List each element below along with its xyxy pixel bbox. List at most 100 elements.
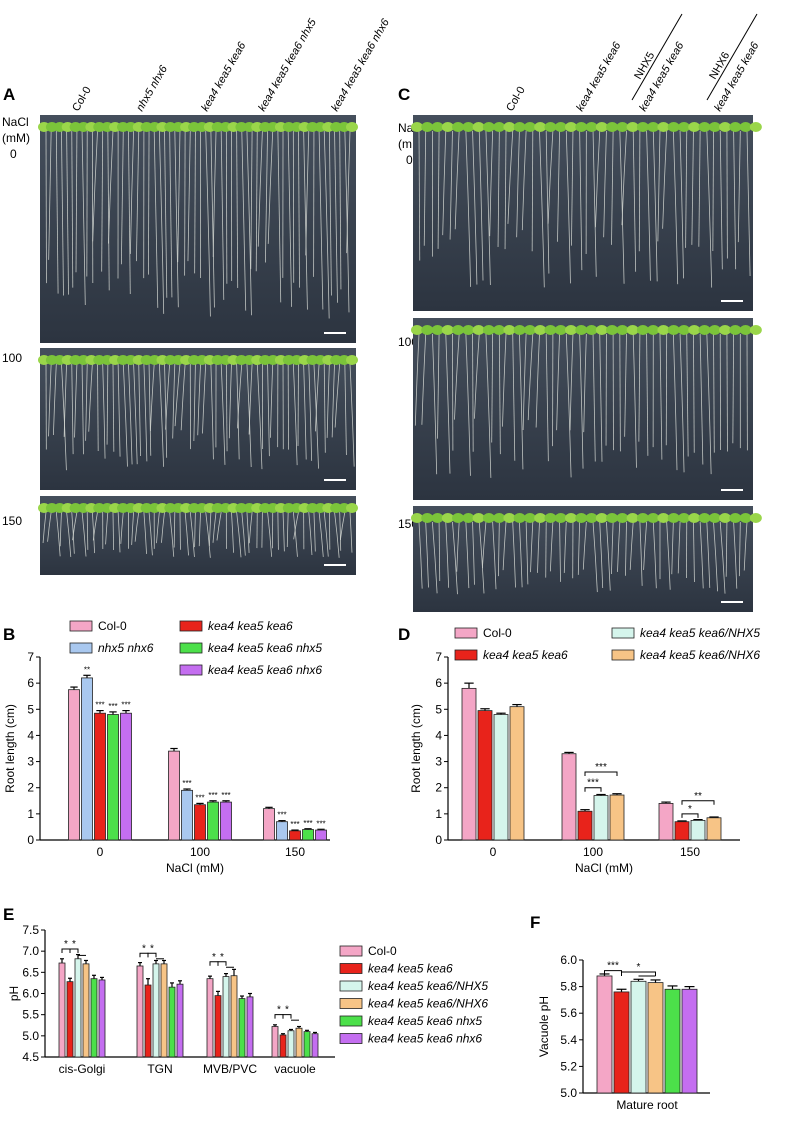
legend-label: Col-0 bbox=[483, 626, 512, 640]
leaf bbox=[534, 513, 546, 523]
y-axis-label: Root length (cm) bbox=[3, 704, 17, 793]
x-tick-label: 100 bbox=[190, 845, 210, 859]
leaf bbox=[699, 325, 711, 335]
leaf bbox=[627, 325, 639, 335]
leaf bbox=[750, 122, 762, 132]
bar bbox=[277, 822, 288, 840]
significance: *** bbox=[95, 701, 104, 710]
leaf bbox=[346, 503, 358, 513]
y-tick-label: 1 bbox=[435, 807, 442, 821]
leaf bbox=[473, 122, 485, 132]
leaf bbox=[493, 122, 505, 132]
genotype-label: kea4 kea5 kea6 nhx5 bbox=[256, 16, 319, 113]
leaf bbox=[346, 355, 358, 365]
significance: *** bbox=[290, 820, 299, 829]
y-tick-label: 6 bbox=[435, 676, 442, 690]
bar bbox=[247, 997, 253, 1057]
y-tick-label: 3 bbox=[435, 755, 442, 769]
legend-label: kea4 kea5 kea6/NHX5 bbox=[368, 979, 488, 993]
significance: *** bbox=[595, 762, 607, 773]
leaf bbox=[678, 325, 690, 335]
leaf bbox=[699, 122, 711, 132]
leaf bbox=[709, 325, 721, 335]
leaf bbox=[606, 325, 618, 335]
leaf bbox=[688, 325, 700, 335]
bar bbox=[177, 984, 183, 1057]
y-tick-label: 0 bbox=[435, 833, 442, 847]
leaf bbox=[616, 513, 628, 523]
leaf bbox=[503, 325, 515, 335]
leaf bbox=[524, 325, 536, 335]
significance: * bbox=[72, 939, 76, 950]
leaf bbox=[493, 513, 505, 523]
significance: *** bbox=[607, 961, 619, 972]
legend-swatch bbox=[612, 650, 634, 660]
bar bbox=[312, 1034, 318, 1057]
bar bbox=[207, 979, 213, 1057]
legend-swatch bbox=[340, 946, 362, 956]
leaf bbox=[473, 325, 485, 335]
x-tick-label: 150 bbox=[285, 845, 305, 859]
leaf bbox=[616, 325, 628, 335]
legend-swatch bbox=[70, 643, 92, 653]
leaf bbox=[678, 122, 690, 132]
significance: *** bbox=[182, 779, 191, 788]
nacl-unit: (mM) bbox=[2, 131, 30, 145]
leaf bbox=[586, 325, 598, 335]
y-tick-label: 5 bbox=[27, 702, 34, 716]
legend-label: kea4 kea5 kea6 nhx6 bbox=[208, 663, 322, 677]
panel-letter: B bbox=[3, 625, 15, 644]
significance: * bbox=[637, 962, 641, 973]
y-tick-label: 5.0 bbox=[22, 1029, 39, 1043]
legend-label: kea4 kea5 kea6 nhx6 bbox=[368, 1032, 482, 1046]
bar bbox=[510, 707, 524, 840]
panel-letter: F bbox=[530, 913, 540, 932]
significance: * bbox=[688, 804, 692, 815]
significance: * bbox=[220, 952, 224, 963]
leaf bbox=[616, 122, 628, 132]
leaf bbox=[678, 513, 690, 523]
y-tick-label: 6.0 bbox=[560, 953, 577, 967]
concentration: 0 bbox=[406, 153, 413, 167]
bar bbox=[59, 963, 65, 1057]
leaf bbox=[637, 325, 649, 335]
y-tick-label: 2 bbox=[435, 781, 442, 795]
leaf bbox=[483, 513, 495, 523]
legend-swatch bbox=[180, 643, 202, 653]
legend-label: kea4 kea5 kea6 bbox=[483, 648, 568, 662]
significance: *** bbox=[316, 819, 325, 828]
panel-letter: C bbox=[398, 85, 410, 104]
leaf bbox=[709, 122, 721, 132]
bar bbox=[169, 987, 175, 1057]
leaf bbox=[483, 122, 495, 132]
leaf bbox=[411, 122, 423, 132]
bar bbox=[631, 981, 646, 1093]
bar bbox=[272, 1027, 278, 1057]
x-tick-label: Mature root bbox=[616, 1098, 678, 1112]
bar bbox=[121, 713, 132, 840]
legend-swatch bbox=[455, 628, 477, 638]
concentration: 0 bbox=[10, 147, 17, 161]
leaf bbox=[688, 122, 700, 132]
leaf bbox=[596, 122, 608, 132]
leaf bbox=[514, 513, 526, 523]
legend-label: kea4 kea5 kea6/NHX6 bbox=[640, 648, 760, 662]
bar bbox=[91, 979, 97, 1057]
bar bbox=[675, 822, 689, 840]
bar bbox=[221, 802, 232, 840]
leaf bbox=[688, 513, 700, 523]
bar bbox=[682, 989, 697, 1093]
y-tick-label: 6.0 bbox=[22, 987, 39, 1001]
leaf bbox=[432, 513, 444, 523]
concentration: 100 bbox=[2, 351, 22, 365]
y-tick-label: 0 bbox=[27, 833, 34, 847]
legend-swatch bbox=[340, 981, 362, 991]
bar bbox=[161, 964, 167, 1057]
bar bbox=[303, 830, 314, 840]
bar bbox=[195, 805, 206, 840]
leaf bbox=[421, 122, 433, 132]
leaf bbox=[606, 513, 618, 523]
y-tick-label: 7 bbox=[435, 650, 442, 664]
significance: ** bbox=[694, 791, 702, 802]
leaf bbox=[483, 325, 495, 335]
